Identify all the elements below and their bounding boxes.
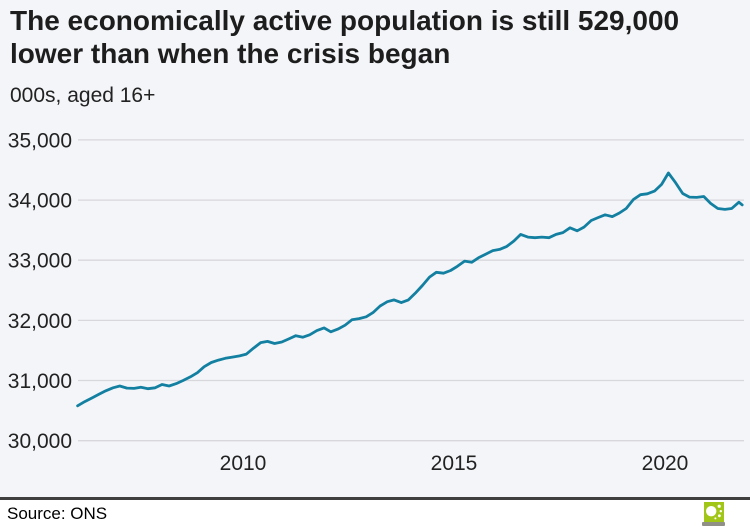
y-axis-tick-label: 32,000	[8, 310, 72, 333]
y-axis-tick-label: 35,000	[8, 129, 72, 152]
footer-bar: Source: ONS	[0, 497, 750, 527]
y-axis-tick-label: 30,000	[8, 430, 72, 453]
x-axis-tick-label: 2015	[431, 452, 478, 475]
y-axis-tick-label: 31,000	[8, 370, 72, 393]
chart-subtitle: 000s, aged 16+	[10, 84, 156, 107]
x-axis-tick-label: 2020	[642, 452, 689, 475]
y-axis-tick-label: 33,000	[8, 250, 72, 273]
data-series-line	[76, 171, 744, 408]
y-axis-tick-label: 34,000	[8, 190, 72, 213]
logo-caption	[702, 522, 725, 526]
source-label: Source: ONS	[7, 504, 108, 523]
logo	[704, 502, 724, 522]
logo-mark-icon	[704, 502, 724, 522]
x-axis-tick-label: 2010	[220, 452, 267, 475]
chart-title: The economically active population is st…	[10, 5, 680, 69]
